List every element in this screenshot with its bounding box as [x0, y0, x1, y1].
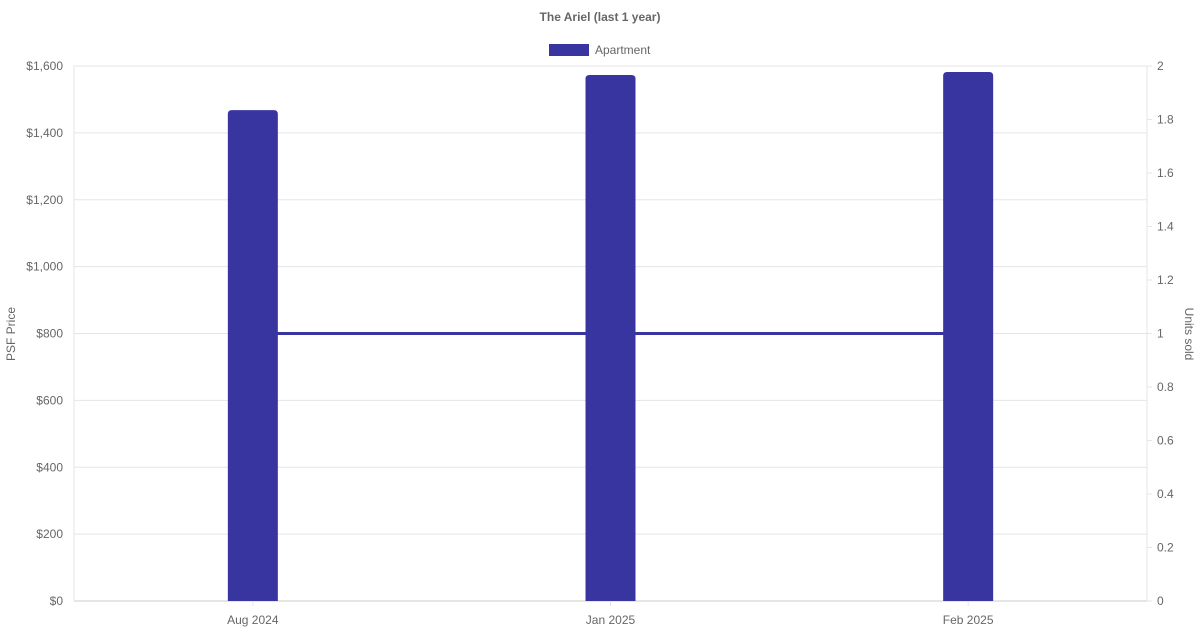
y2-tick-label: 0.2 — [1157, 541, 1174, 555]
y2-tick-label: 1.6 — [1157, 166, 1174, 180]
x-tick-label: Feb 2025 — [943, 613, 994, 627]
y2-tick-label: 1.2 — [1157, 273, 1174, 287]
y2-axis-label: Units sold — [1182, 308, 1196, 361]
bar-feb-2025 — [943, 72, 994, 602]
y-tick-label: $0 — [50, 594, 64, 608]
y-tick-label: $1,600 — [26, 59, 63, 73]
y2-tick-label: 1.8 — [1157, 113, 1174, 127]
y2-tick-label: 0 — [1157, 594, 1164, 608]
y-tick-label: $1,200 — [26, 193, 63, 207]
y2-tick-label: 0.6 — [1157, 434, 1174, 448]
legend[interactable]: Apartment — [549, 43, 651, 57]
y2-tick-label: 1.4 — [1157, 220, 1174, 234]
x-tick-label: Aug 2024 — [227, 613, 279, 627]
y2-tick-label: 0.8 — [1157, 380, 1174, 394]
bar-jan-2025 — [585, 75, 636, 601]
y-tick-label: $200 — [36, 527, 63, 541]
y2-tick-label: 1 — [1157, 327, 1164, 341]
y2-tick-label: 2 — [1157, 59, 1164, 73]
y-tick-label: $800 — [36, 327, 63, 341]
legend-swatch — [549, 44, 589, 56]
y-tick-label: $1,400 — [26, 126, 63, 140]
y-tick-label: $1,000 — [26, 260, 63, 274]
y-tick-label: $400 — [36, 460, 63, 474]
x-tick-label: Jan 2025 — [586, 613, 636, 627]
chart-title: The Ariel (last 1 year) — [540, 10, 661, 24]
y2-tick-label: 0.4 — [1157, 487, 1174, 501]
y-tick-label: $600 — [36, 393, 63, 407]
y-axis-label: PSF Price — [4, 307, 18, 361]
bar-aug-2024 — [227, 110, 278, 601]
legend-label: Apartment — [595, 43, 651, 57]
